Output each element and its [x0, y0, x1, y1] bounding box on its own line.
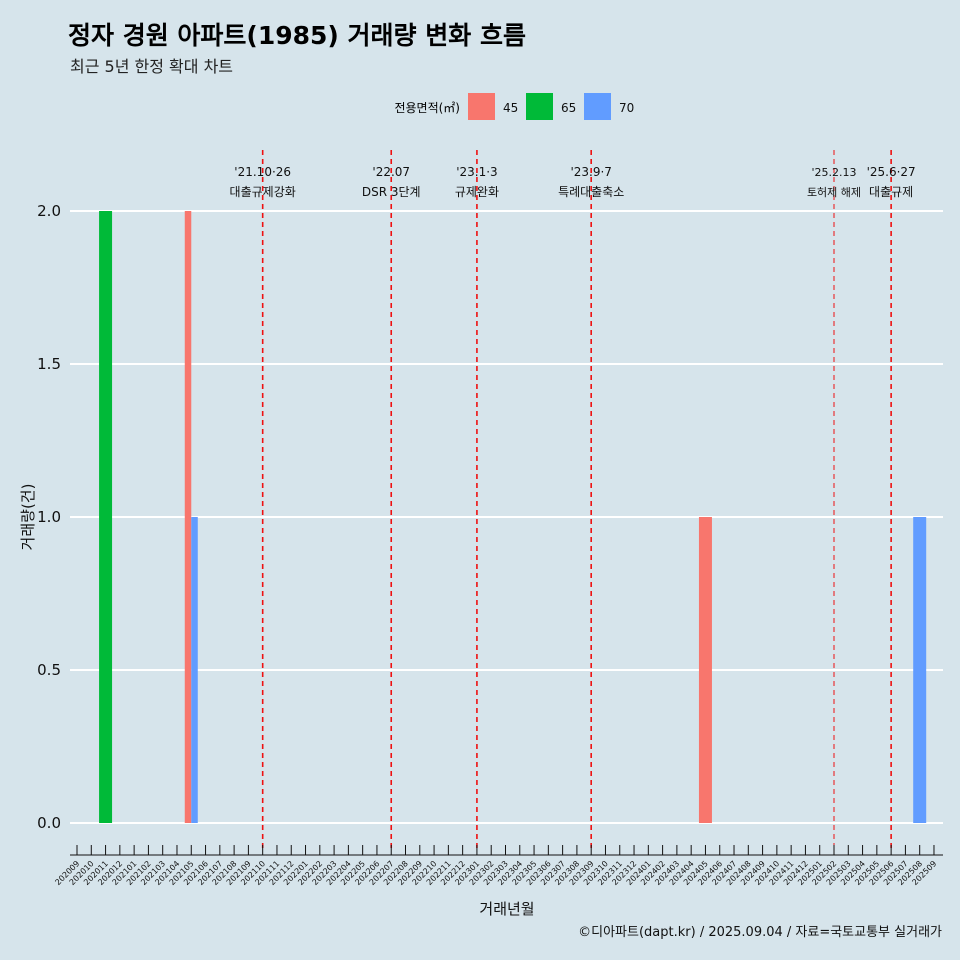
annotation-date: '23.1·3	[456, 165, 497, 179]
bar-45-202105	[184, 211, 192, 823]
y-tick-label: 1.0	[37, 508, 61, 526]
source-caption: ©디아파트(dapt.kr) / 2025.09.04 / 자료=국토교통부 실…	[578, 925, 942, 940]
legend-swatch-65	[526, 93, 553, 120]
annotation-date: '25.6·27	[867, 165, 916, 179]
annotation-label: 특례대출축소	[558, 185, 624, 199]
chart-subtitle: 최근 5년 한정 확대 차트	[70, 57, 234, 76]
x-axis-title: 거래년월	[479, 900, 534, 918]
legend-label-65: 65	[561, 101, 576, 115]
y-tick-label: 0.0	[37, 814, 61, 832]
chart-title: 정자 경원 아파트(1985) 거래량 변화 흐름	[68, 21, 526, 50]
legend-title: 전용면적(㎡)	[394, 101, 460, 115]
annotation-label: 대출규제강화	[230, 185, 296, 199]
bar-70-202105	[191, 517, 198, 823]
annotation-date: '23.9·7	[570, 165, 611, 179]
bar-45-202405	[698, 517, 712, 823]
annotation-date: '21.10·26	[234, 165, 291, 179]
annotation-label: 대출규제	[869, 185, 913, 199]
bar-70-202508	[913, 517, 927, 823]
annotation-date: '22.07	[372, 165, 410, 179]
y-tick-label: 1.5	[37, 355, 61, 373]
legend-swatch-45	[468, 93, 495, 120]
legend: 전용면적(㎡) 45 65 70	[394, 93, 634, 120]
annotation-date: '25.2.13	[811, 166, 856, 179]
y-axis-title: 거래량(건)	[19, 484, 37, 551]
legend-label-70: 70	[619, 101, 634, 115]
y-tick-label: 0.5	[37, 661, 61, 679]
y-tick-label: 2.0	[37, 202, 61, 220]
annotation-label: 토허제 해제	[807, 185, 861, 199]
annotation-label: 규제완화	[455, 185, 499, 199]
legend-label-45: 45	[503, 101, 518, 115]
annotation-label: DSR 3단계	[362, 185, 421, 199]
bar-65-202011	[99, 211, 113, 823]
legend-swatch-70	[584, 93, 611, 120]
